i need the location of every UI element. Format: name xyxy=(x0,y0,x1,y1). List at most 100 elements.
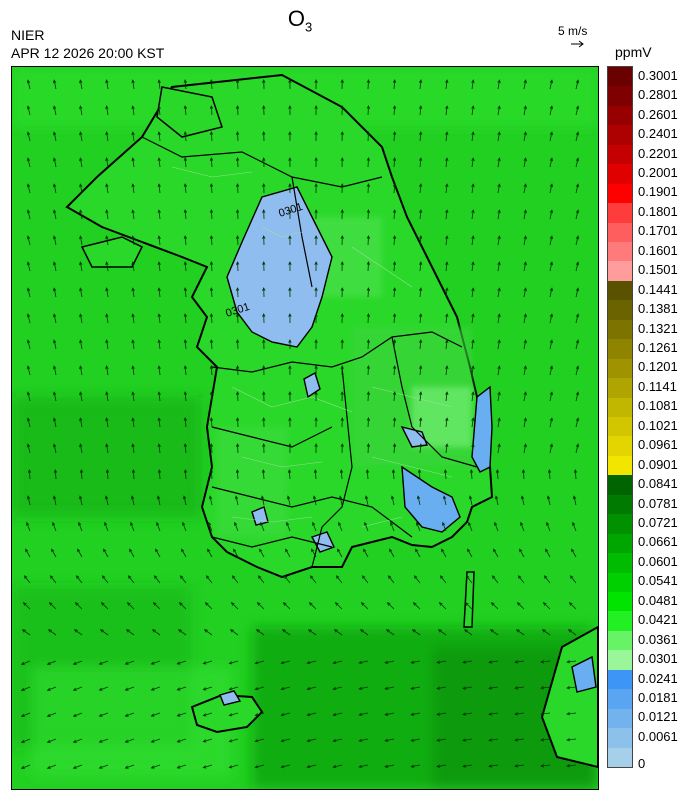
wind-vector-head xyxy=(575,157,580,162)
wind-vector-head xyxy=(105,339,109,344)
wind-vector xyxy=(79,80,83,90)
wind-vector xyxy=(463,738,473,741)
colorbar-segment xyxy=(608,86,632,107)
wind-vector xyxy=(132,469,135,480)
wind-vector xyxy=(367,261,369,272)
wind-vector-head xyxy=(205,575,210,579)
wind-vector xyxy=(575,314,579,324)
wind-vector xyxy=(237,339,239,350)
wind-vector xyxy=(237,261,239,272)
wind-vector-head xyxy=(566,712,571,716)
wind-vector xyxy=(393,443,396,454)
wind-vector-head xyxy=(471,287,475,292)
wind-vector-head xyxy=(384,686,389,690)
wind-vector-head xyxy=(126,602,131,606)
wind-vector-head xyxy=(262,157,266,161)
wind-vector xyxy=(184,313,187,324)
wind-vector-head xyxy=(418,209,423,214)
wind-vector-head xyxy=(410,738,415,742)
wind-vector xyxy=(256,629,265,636)
wind-vector-head xyxy=(20,739,25,743)
wind-vector-head xyxy=(314,235,318,239)
wind-vector-head xyxy=(183,183,188,188)
wind-vector-head xyxy=(445,157,449,162)
wind-vector-head xyxy=(410,712,415,716)
wind-vector xyxy=(385,686,395,690)
wind-vector-head xyxy=(418,131,423,136)
wind-vector-head xyxy=(471,131,475,136)
ozone-map[interactable]: 0301 0301 xyxy=(11,66,599,790)
wind-vector xyxy=(125,764,135,769)
wind-vector-head xyxy=(575,391,580,396)
wind-vector xyxy=(184,365,187,376)
wind-vector xyxy=(575,392,579,402)
wind-vector-head xyxy=(288,313,292,317)
wind-vector xyxy=(364,522,369,532)
wind-vector-head xyxy=(549,391,553,396)
wind-vector-head xyxy=(497,209,501,214)
wind-vector-head xyxy=(235,261,240,265)
wind-vector xyxy=(132,236,135,246)
wind-vector xyxy=(471,366,474,376)
wind-vector-head xyxy=(176,687,181,691)
wind-vector-head xyxy=(183,157,188,162)
wind-vector-head xyxy=(314,157,318,161)
wind-vector xyxy=(203,738,213,742)
wind-vector xyxy=(129,549,135,558)
wind-vector xyxy=(311,549,317,558)
wind-vector-head xyxy=(575,183,580,188)
wind-vector xyxy=(53,210,57,220)
wind-vector-head xyxy=(569,575,574,579)
wind-vector xyxy=(549,106,553,116)
wind-vector-head xyxy=(443,469,448,473)
wind-vector xyxy=(203,660,213,664)
wind-vector xyxy=(359,712,369,716)
wind-vector-head xyxy=(436,712,441,716)
wind-vector xyxy=(546,522,551,532)
colorbar-segment xyxy=(608,514,632,535)
wind-vector-head xyxy=(497,287,501,292)
wind-vector xyxy=(497,366,500,376)
wind-vector xyxy=(132,288,135,298)
wind-vector-head xyxy=(497,105,501,110)
wind-vector xyxy=(549,444,553,454)
wind-vector xyxy=(76,575,83,584)
wind-vector xyxy=(286,522,291,532)
wind-vector xyxy=(132,210,135,220)
wind-vector-head xyxy=(235,313,240,317)
wind-vector xyxy=(471,80,474,90)
wind-vector-head xyxy=(79,183,83,188)
wind-vector-head xyxy=(79,261,83,266)
wind-vector xyxy=(79,496,83,506)
wind-vector-head xyxy=(231,575,236,579)
wind-vector-head xyxy=(79,157,83,162)
wind-vector-head xyxy=(177,629,182,633)
wind-vector-head xyxy=(208,495,213,500)
wind-vector xyxy=(393,287,396,298)
wind-vector xyxy=(106,418,109,428)
wind-vector xyxy=(314,469,317,480)
wind-vector-head xyxy=(549,261,553,266)
wind-vector-head xyxy=(131,209,135,214)
wind-vector xyxy=(158,392,161,402)
wind-vector-head xyxy=(46,739,51,743)
wind-vector-head xyxy=(497,79,501,84)
wind-vector-head xyxy=(365,469,370,473)
wind-vector-head xyxy=(488,738,493,742)
wind-vector xyxy=(416,522,421,532)
wind-vector-head xyxy=(72,687,77,691)
wind-vector-head xyxy=(280,738,285,743)
wind-vector-head xyxy=(445,287,449,292)
wind-vector-head xyxy=(209,339,214,343)
wind-vector xyxy=(127,602,135,610)
wind-vector-head xyxy=(471,235,475,240)
wind-vector xyxy=(445,366,448,376)
wind-vector-head xyxy=(410,764,415,768)
colorbar-segment xyxy=(608,630,632,651)
wind-vector-head xyxy=(262,417,266,421)
wind-vector xyxy=(232,575,239,584)
wind-vector-head xyxy=(183,261,188,266)
wind-vector xyxy=(522,469,525,480)
wind-vector xyxy=(419,79,422,90)
wind-vector-head xyxy=(515,629,520,633)
